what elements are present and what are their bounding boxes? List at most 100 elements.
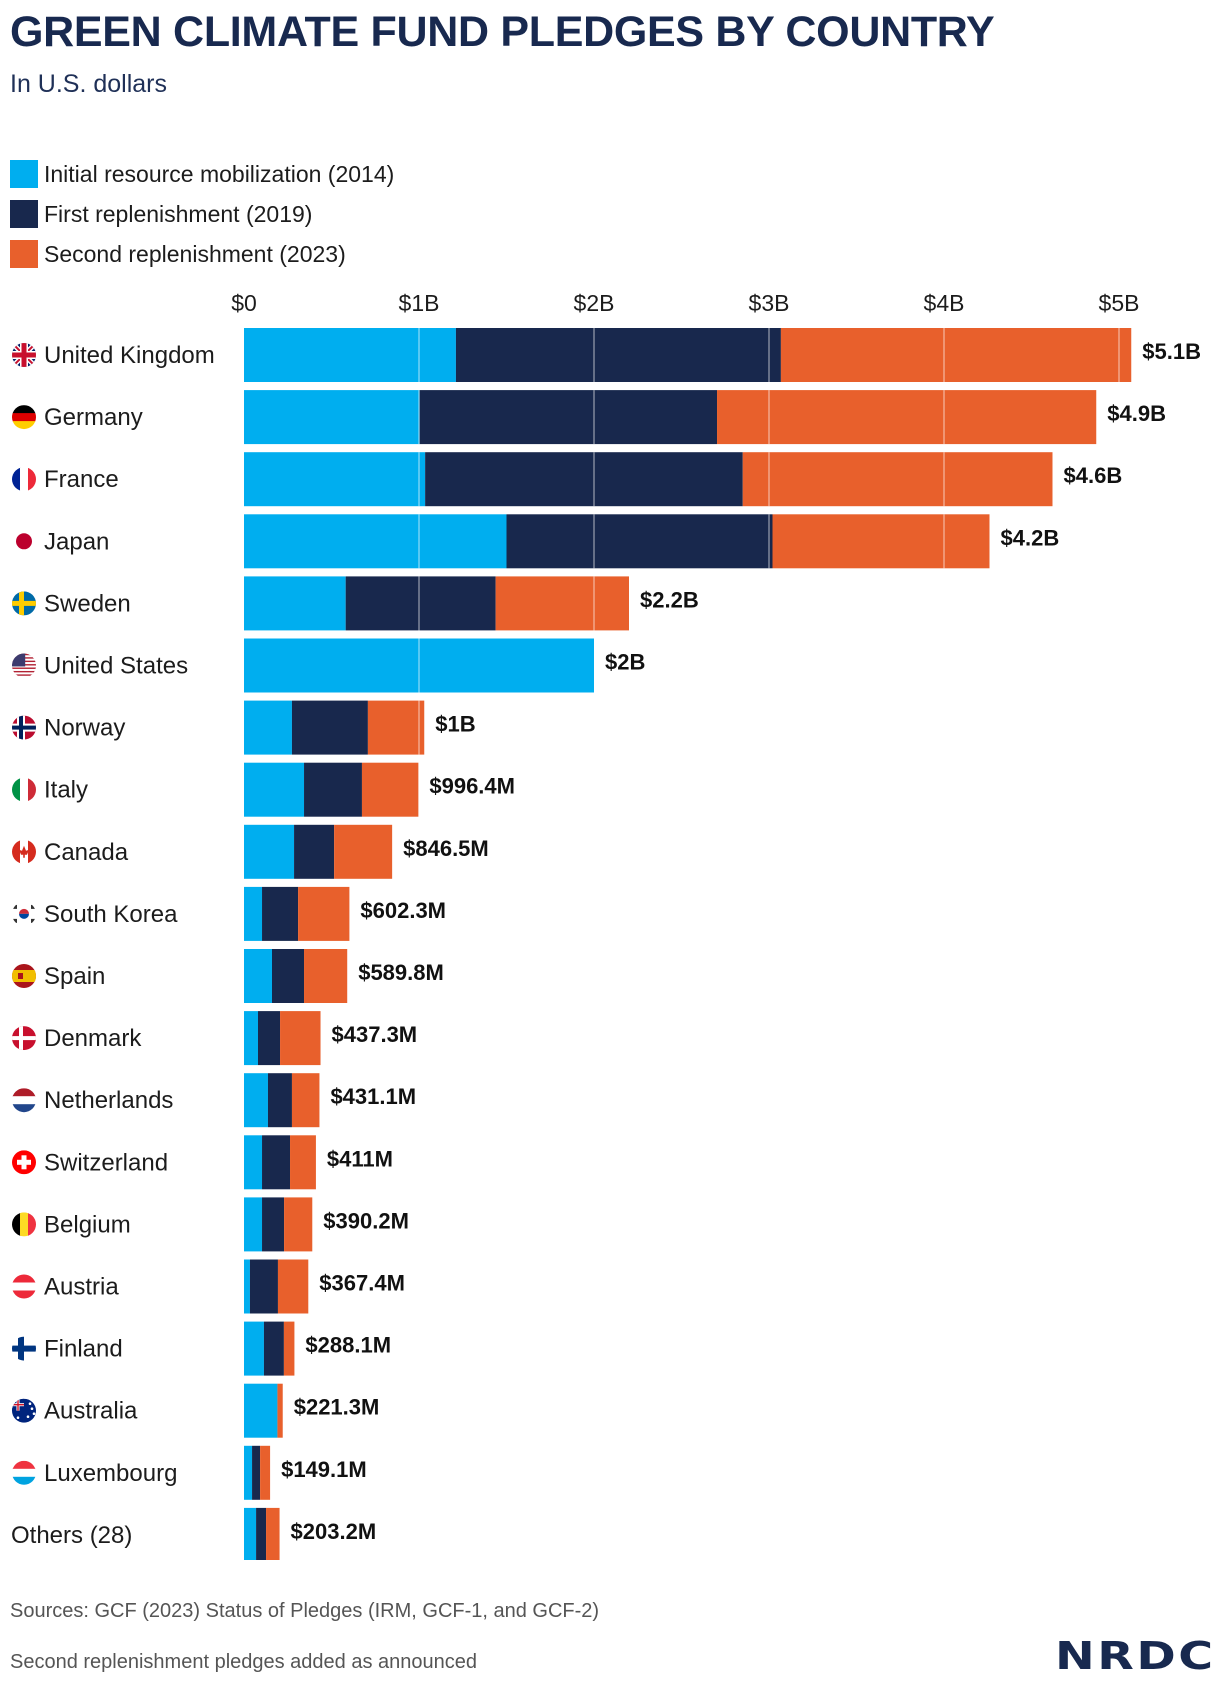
flag-nl-icon	[12, 1088, 36, 1113]
bar-segment-first	[262, 886, 299, 941]
bar-segment-initial	[244, 1073, 268, 1128]
bar-row: Finland	[12, 1321, 295, 1376]
bar-row: Austria	[12, 1259, 309, 1314]
bar-segment-initial	[244, 1445, 253, 1500]
total-value-label: $4.2B	[1001, 525, 1060, 550]
total-value-label: $411M	[327, 1146, 393, 1171]
legend-swatch-first	[10, 200, 38, 228]
country-label: Japan	[44, 528, 109, 555]
bar-segment-second	[284, 1197, 313, 1252]
total-value-label: $367.4M	[319, 1271, 405, 1296]
bar-segment-first	[419, 390, 718, 445]
bar-segment-initial	[244, 1135, 263, 1190]
flag-kr-icon	[12, 901, 36, 926]
flag-dk-icon	[12, 1026, 36, 1051]
x-tick-label: $0	[231, 290, 257, 316]
country-label: United States	[44, 653, 188, 680]
announcement-note: Second replenishment pledges added as an…	[10, 1651, 478, 1673]
flag-fi-icon	[12, 1336, 36, 1361]
bar-chart: $0 $1B $2B $3B $4B $5B United Kingdom Germany F…	[11, 290, 1201, 1560]
bar-segment-initial	[244, 824, 295, 879]
country-label: United Kingdom	[44, 342, 215, 369]
bar-segment-first	[256, 1507, 267, 1560]
bar-segment-initial	[244, 1383, 278, 1438]
bar-row: France	[12, 452, 1053, 507]
bar-segment-initial	[244, 1011, 258, 1066]
bar-segment-initial	[244, 886, 263, 941]
flag-us-icon	[12, 653, 36, 678]
legend-label-second: Second replenishment (2023)	[44, 240, 346, 267]
bar-row: Norway	[12, 700, 425, 755]
flag-jp-icon	[16, 533, 32, 550]
country-label: Others (28)	[11, 1522, 132, 1549]
country-label: France	[44, 466, 119, 493]
total-value-label: $1B	[435, 712, 475, 737]
bar-row: Netherlands	[12, 1073, 320, 1128]
x-axis-tick-labels: $0 $1B $2B $3B $4B $5B	[231, 290, 1139, 316]
bar-segment-second	[304, 949, 348, 1003]
bar-row: Sweden	[12, 576, 629, 631]
bar-segment-initial	[244, 949, 272, 1003]
country-label: Belgium	[44, 1211, 131, 1238]
bar-row: South Korea	[12, 886, 350, 941]
bar-segment-first	[249, 1259, 278, 1314]
chart-title: GREEN CLIMATE FUND PLEDGES BY COUNTRY	[10, 8, 995, 56]
x-tick-label: $3B	[749, 290, 790, 316]
bar-segment-first	[262, 1135, 291, 1190]
x-tick-label: $4B	[924, 290, 965, 316]
country-label: Netherlands	[44, 1087, 173, 1114]
bar-row: Belgium	[12, 1197, 313, 1252]
bar-row: Luxembourg	[12, 1445, 271, 1500]
flag-lu-icon	[12, 1460, 36, 1485]
total-value-label: $2B	[605, 650, 645, 675]
total-value-label: $288.1M	[305, 1333, 391, 1358]
x-tick-label: $1B	[399, 290, 440, 316]
flag-es-icon	[12, 964, 36, 988]
total-value-label: $203.2M	[291, 1519, 377, 1544]
country-label: Germany	[44, 404, 143, 431]
total-value-label: $2.2B	[640, 587, 699, 612]
country-label: Switzerland	[44, 1149, 168, 1176]
country-label: South Korea	[44, 901, 178, 928]
bar-segment-initial	[244, 576, 346, 631]
bar-row: United States	[12, 638, 594, 693]
bar-segment-first	[258, 1011, 281, 1066]
bar-segment-first	[506, 514, 773, 569]
total-value-label: $589.8M	[358, 960, 444, 985]
bar-segment-first	[262, 1197, 285, 1252]
nrdc-logo: NRDC	[1055, 1634, 1216, 1678]
bar-segment-first	[294, 824, 335, 879]
bar-segment-second	[780, 328, 1132, 382]
bar-row: United Kingdom	[12, 328, 1132, 382]
bar-segment-first	[291, 700, 368, 755]
bar-row: Denmark	[12, 1011, 321, 1066]
bar-segment-second	[283, 1321, 295, 1376]
country-label: Sweden	[44, 590, 131, 617]
bar-segment-second	[742, 452, 1053, 507]
flag-ch-icon	[12, 1150, 36, 1175]
legend-label-initial: Initial resource mobilization (2014)	[44, 160, 395, 187]
bar-segment-second	[717, 390, 1097, 445]
country-label: Norway	[44, 715, 125, 742]
legend-item-initial: Initial resource mobilization (2014)	[10, 160, 394, 188]
total-value-label: $5.1B	[1142, 339, 1201, 364]
country-label: Spain	[44, 963, 105, 990]
bar-segment-first	[263, 1321, 284, 1376]
bar-segment-initial	[244, 1259, 250, 1314]
total-value-label: $437.3M	[332, 1022, 418, 1047]
bar-row: Italy	[12, 762, 419, 817]
total-value-label: $846.5M	[403, 836, 489, 861]
country-label: Austria	[44, 1274, 119, 1301]
total-value-label: $4.9B	[1107, 401, 1166, 426]
bar-segment-second	[277, 1259, 309, 1314]
flag-uk-icon	[12, 343, 36, 367]
bar-segment-first	[345, 576, 496, 631]
legend-item-second: Second replenishment (2023)	[10, 240, 346, 268]
bar-segment-initial	[244, 1197, 263, 1252]
bar-segment-initial	[244, 390, 420, 445]
total-value-label: $390.2M	[323, 1208, 409, 1233]
legend-item-first: First replenishment (2019)	[10, 200, 312, 228]
bar-rows: United Kingdom Germany France Japan Sweden Un…	[11, 328, 1132, 1560]
bar-row: Others (28)	[11, 1507, 280, 1560]
flag-be-icon	[12, 1212, 36, 1237]
